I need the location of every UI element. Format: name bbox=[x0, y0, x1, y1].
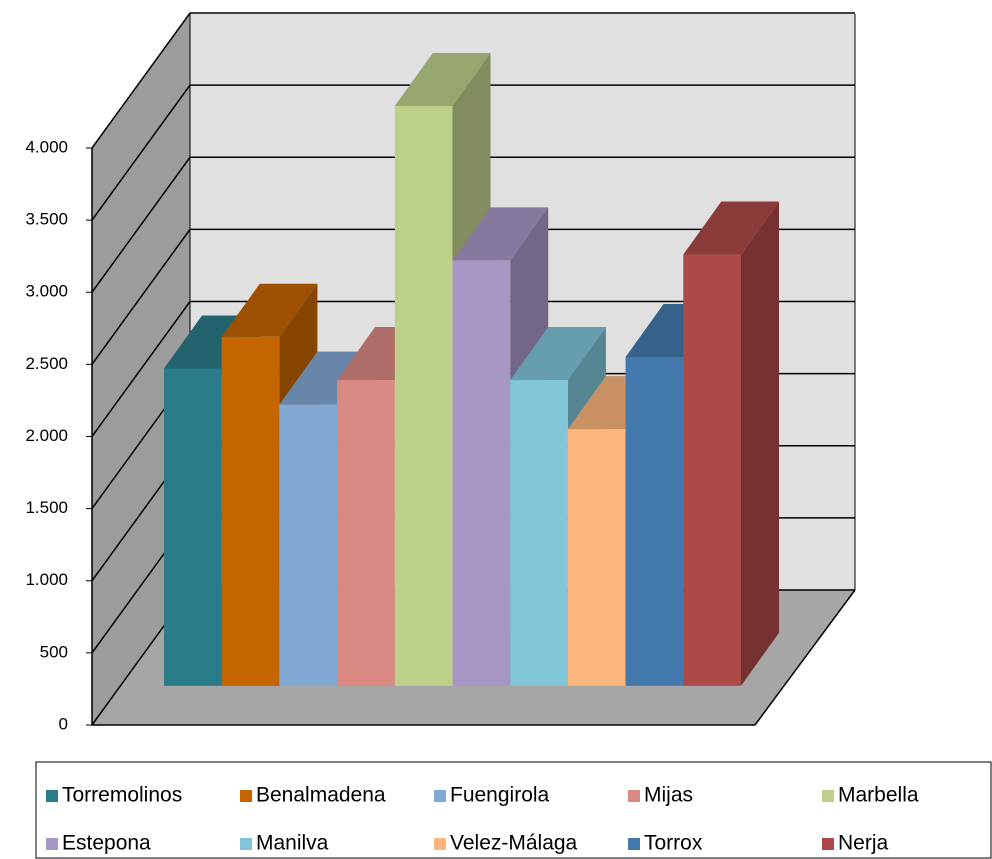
bar bbox=[164, 368, 222, 686]
y-tick-label: 500 bbox=[40, 642, 68, 661]
bar bbox=[625, 356, 684, 686]
legend-swatch bbox=[240, 838, 252, 850]
legend-label: Fuengirola bbox=[450, 784, 550, 807]
legend-label: Torrox bbox=[644, 832, 703, 855]
y-tick-label: 0 bbox=[59, 714, 68, 733]
y-tick-label: 4.000 bbox=[25, 137, 68, 156]
legend-swatch bbox=[628, 790, 640, 802]
legend-swatch bbox=[628, 838, 640, 850]
legend-label: Benalmadena bbox=[256, 784, 386, 807]
bar bbox=[452, 260, 511, 686]
legend bbox=[35, 761, 992, 859]
bar-top bbox=[683, 201, 779, 255]
y-tick-label: 2.000 bbox=[25, 426, 68, 445]
y-tick-label: 2.500 bbox=[25, 354, 68, 373]
legend-swatch bbox=[46, 838, 58, 850]
bar-top bbox=[394, 52, 491, 106]
bar bbox=[337, 380, 395, 686]
bar bbox=[567, 429, 626, 686]
bar bbox=[221, 336, 280, 686]
grid-line bbox=[91, 12, 855, 149]
legend-swatch bbox=[240, 790, 252, 802]
legend-swatch bbox=[822, 790, 834, 802]
legend-label: Manilva bbox=[256, 832, 329, 855]
legend-swatch bbox=[822, 838, 834, 850]
legend-label: Mijas bbox=[644, 784, 693, 807]
legend-label: Marbella bbox=[838, 784, 919, 807]
legend-swatch bbox=[434, 790, 446, 802]
floor-edge bbox=[754, 589, 856, 726]
legend-label: Torremolinos bbox=[62, 784, 182, 807]
legend-label: Estepona bbox=[62, 832, 151, 855]
bar bbox=[394, 105, 453, 686]
bar bbox=[279, 404, 338, 686]
legend-label: Velez-Málaga bbox=[450, 832, 578, 855]
legend-label: Nerja bbox=[838, 832, 889, 855]
y-tick-label: 1.000 bbox=[25, 570, 68, 589]
legend-swatch bbox=[46, 790, 58, 802]
y-tick-label: 3.500 bbox=[25, 210, 68, 229]
bar bbox=[683, 254, 741, 686]
legend-swatch bbox=[434, 838, 446, 850]
y-tick-label: 3.000 bbox=[25, 282, 68, 301]
bar-top bbox=[221, 283, 318, 337]
bar-side bbox=[741, 201, 779, 686]
bar-top bbox=[510, 327, 606, 381]
bar bbox=[510, 380, 568, 686]
y-tick-label: 1.500 bbox=[25, 498, 68, 517]
bar-top bbox=[452, 207, 549, 261]
